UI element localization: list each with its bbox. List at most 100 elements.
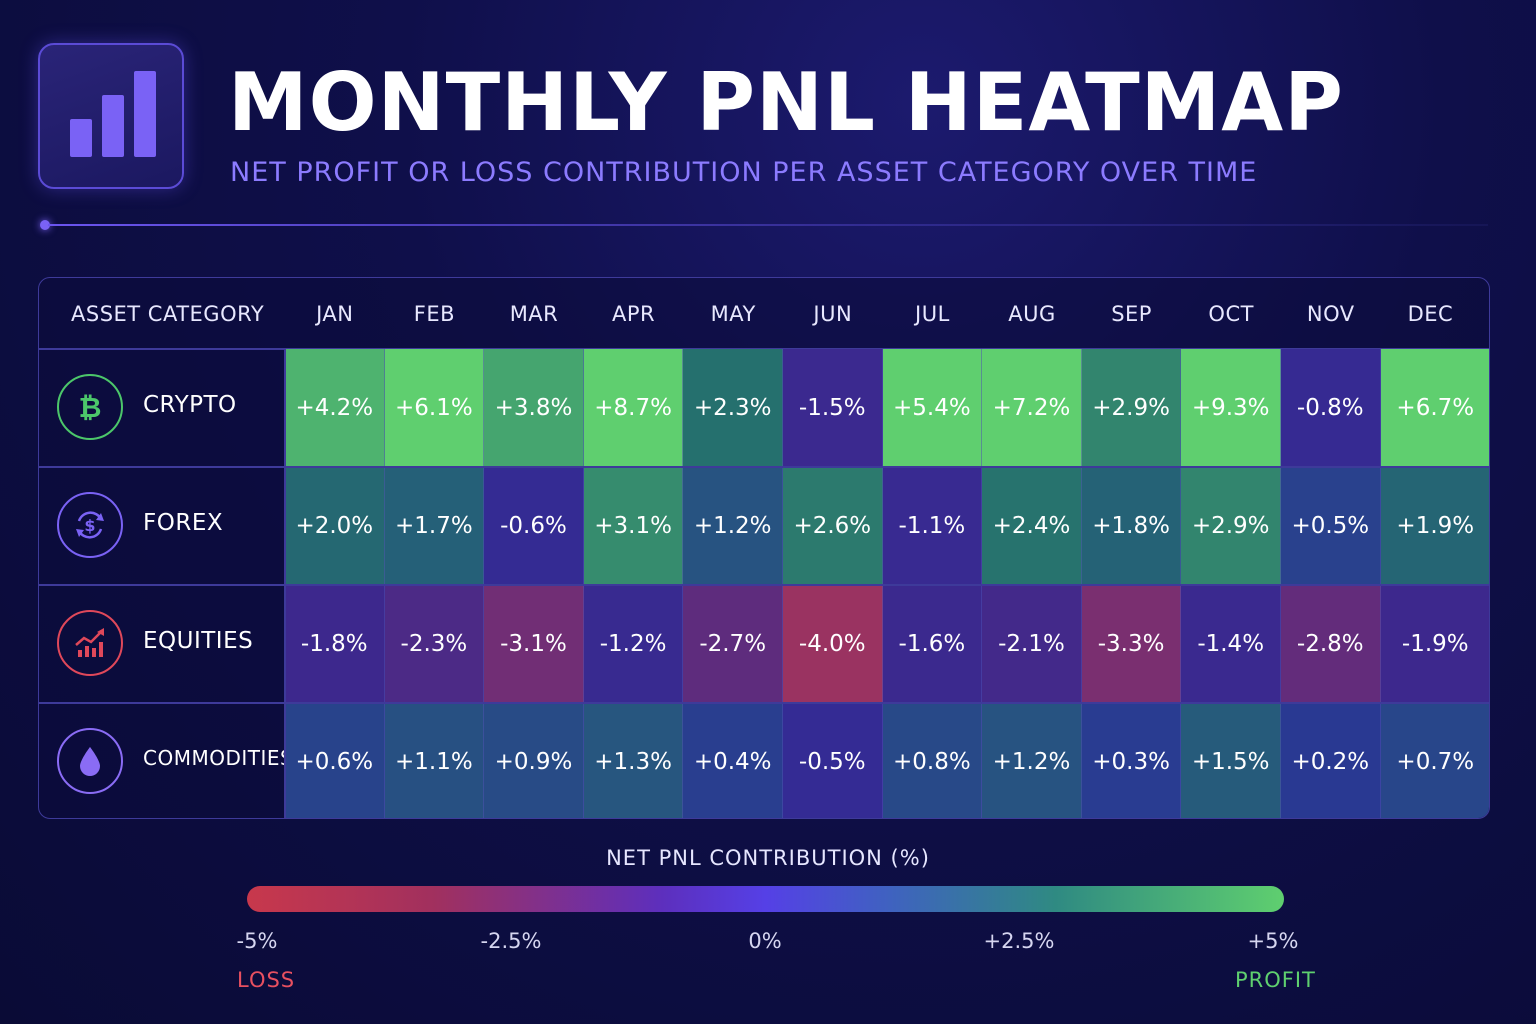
cell-value-label: -2.8%: [1296, 630, 1364, 657]
heatmap-cell-commodities-dec: +0.7%: [1380, 703, 1489, 818]
row-divider: [39, 466, 1489, 468]
scale-tick-label: 0%: [748, 929, 782, 953]
heatmap-cell-forex-apr: +3.1%: [583, 467, 684, 584]
heatmap-cell-equities-aug: -2.1%: [982, 585, 1082, 702]
heatmap-table: ASSET CATEGORY JAN FEB MAR APR MAY JUN JUL AUG S…: [38, 277, 1490, 819]
scale-tick-label: +5%: [1247, 929, 1299, 953]
row-label: COMMODITIES: [143, 746, 294, 770]
column-header-dec: DEC: [1407, 302, 1454, 326]
cell-value-label: +8.7%: [594, 394, 672, 421]
cell-value-label: +2.9%: [1092, 394, 1170, 421]
heatmap-cell-commodities-jan: +0.6%: [285, 703, 385, 818]
cell-value-label: +1.2%: [992, 748, 1071, 775]
heatmap-cell-forex-dec: +1.9%: [1380, 467, 1489, 584]
row-label: CRYPTO: [143, 392, 237, 418]
cell-value-label: +0.5%: [1291, 512, 1370, 539]
heatmap-cell-crypto-jun: -1.5%: [783, 349, 883, 466]
cell-value-label: +3.8%: [494, 394, 573, 421]
column-header-may: MAY: [710, 302, 756, 326]
cell-value-label: +9.3%: [1191, 394, 1270, 421]
cell-value-label: +0.6%: [295, 748, 374, 775]
cell-value-label: -4.0%: [798, 630, 866, 657]
loss-label: LOSS: [237, 968, 296, 992]
heatmap-cell-equities-feb: -2.3%: [384, 585, 485, 702]
cell-value-label: +6.7%: [1396, 394, 1475, 421]
stock-trend-icon: [57, 610, 123, 676]
heatmap-cell-equities-may: -2.7%: [683, 585, 783, 702]
cell-value-label: +1.7%: [395, 512, 473, 539]
heatmap-cell-commodities-jul: +0.8%: [882, 703, 983, 818]
cell-value-label: -0.6%: [500, 512, 567, 539]
column-header-mar: MAR: [509, 302, 559, 326]
heatmap-cell-forex-may: +1.2%: [683, 467, 783, 584]
cell-value-label: -1.6%: [898, 630, 966, 657]
column-header-jun: JUN: [813, 302, 853, 326]
heatmap-cell-commodities-aug: +1.2%: [982, 703, 1082, 818]
heatmap-cell-forex-oct: +2.9%: [1181, 467, 1281, 584]
currency-exchange-icon: $: [57, 492, 123, 558]
row-label: EQUITIES: [143, 628, 254, 654]
svg-text:₿: ₿: [79, 391, 102, 424]
heatmap-cell-forex-sep: +1.8%: [1081, 467, 1182, 584]
column-header-nov: NOV: [1306, 302, 1355, 326]
cell-value-label: +3.1%: [594, 512, 672, 539]
heatmap-cell-crypto-sep: +2.9%: [1081, 349, 1182, 466]
profit-label: PROFIT: [1235, 968, 1316, 992]
heatmap-cell-crypto-dec: +6.7%: [1380, 349, 1489, 466]
cell-value-label: -0.8%: [1296, 394, 1364, 421]
heatmap-cell-equities-dec: -1.9%: [1380, 585, 1489, 702]
cell-value-label: -2.1%: [998, 630, 1065, 657]
cell-value-label: +1.8%: [1092, 512, 1170, 539]
heatmap-cell-commodities-nov: +0.2%: [1281, 703, 1381, 818]
cell-value-label: -1.1%: [898, 512, 966, 539]
column-header-feb: FEB: [413, 302, 456, 326]
scale-tick-label: -2.5%: [480, 929, 542, 953]
column-header-oct: OCT: [1208, 302, 1254, 326]
heatmap-cell-commodities-oct: +1.5%: [1181, 703, 1281, 818]
cell-value-label: -3.3%: [1097, 630, 1165, 657]
column-header-jan: JAN: [316, 302, 354, 326]
row-label: FOREX: [143, 510, 224, 536]
cell-value-label: -1.2%: [599, 630, 667, 657]
heatmap-cell-equities-mar: -3.1%: [484, 585, 584, 702]
logo-bar-mid: [102, 95, 124, 157]
cell-value-label: +5.4%: [893, 394, 971, 421]
heatmap-cell-forex-feb: +1.7%: [384, 467, 485, 584]
heatmap-cell-crypto-jul: +5.4%: [882, 349, 983, 466]
color-scale-bar: [247, 886, 1284, 912]
page-subtitle: NET PROFIT OR LOSS CONTRIBUTION PER ASSE…: [230, 157, 1258, 188]
row-label-cell-equities: EQUITIES: [39, 584, 285, 702]
heatmap-cell-equities-jan: -1.8%: [285, 585, 385, 702]
cell-value-label: +2.6%: [793, 512, 872, 539]
bitcoin-icon: ₿: [57, 374, 123, 440]
cell-value-label: +0.2%: [1291, 748, 1370, 775]
cell-value-label: +2.3%: [693, 394, 772, 421]
cell-value-label: +1.9%: [1396, 512, 1475, 539]
column-header-jul: JUL: [915, 302, 950, 326]
heatmap-cell-equities-nov: -2.8%: [1281, 585, 1381, 702]
heatmap-cell-crypto-nov: -0.8%: [1281, 349, 1381, 466]
cell-value-label: +2.9%: [1191, 512, 1270, 539]
cell-value-label: -1.5%: [798, 394, 866, 421]
divider-line: [48, 224, 1488, 226]
cell-value-label: +7.2%: [992, 394, 1071, 421]
cell-value-label: +4.2%: [295, 394, 374, 421]
heatmap-cell-forex-jul: -1.1%: [882, 467, 983, 584]
cell-value-label: +1.3%: [594, 748, 672, 775]
scale-tick-label: +2.5%: [983, 929, 1055, 953]
divider-dot: [40, 220, 50, 230]
cell-value-label: +0.8%: [893, 748, 971, 775]
row-label-cell-commodities: COMMODITIES: [39, 702, 293, 818]
heatmap-cell-commodities-feb: +1.1%: [384, 703, 485, 818]
heatmap-cell-forex-nov: +0.5%: [1281, 467, 1381, 584]
row-divider: [39, 584, 1489, 586]
heatmap-cell-crypto-oct: +9.3%: [1181, 349, 1281, 466]
heatmap-cell-crypto-jan: +4.2%: [285, 349, 385, 466]
row-header-label: ASSET CATEGORY: [71, 302, 265, 326]
header-divider: [39, 348, 1489, 350]
heatmap-cell-forex-aug: +2.4%: [982, 467, 1082, 584]
oil-drop-icon: [57, 728, 123, 794]
heatmap-cell-crypto-apr: +8.7%: [583, 349, 684, 466]
legend-title: NET PNL CONTRIBUTION (%): [606, 846, 930, 870]
cell-value-label: +1.5%: [1191, 748, 1270, 775]
